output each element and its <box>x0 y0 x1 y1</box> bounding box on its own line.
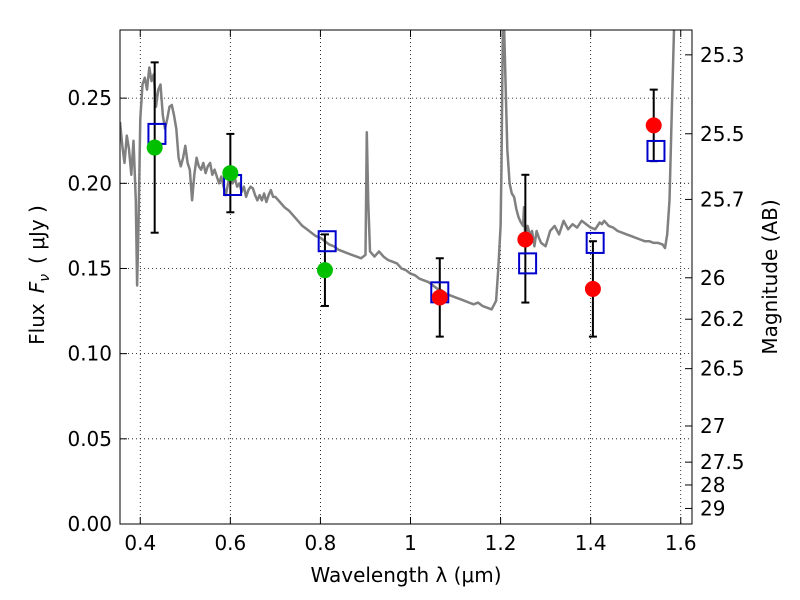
y-axis-label-prefix: Flux <box>25 303 49 345</box>
y-tick-label: 0.00 <box>67 512 112 536</box>
x-tick-label: 1 <box>404 531 417 555</box>
x-tick-label: 1.6 <box>665 531 697 555</box>
y-axis: 0.00 0.05 0.10 0.15 0.20 0.25 <box>67 86 127 536</box>
model-square <box>585 231 605 254</box>
data-point <box>146 139 163 156</box>
y-axis-label-unit: ( μJy ) <box>25 205 49 264</box>
y2-tick-label: 28 <box>700 473 725 497</box>
y2-tick-label: 25.3 <box>700 43 745 67</box>
x-axis: 0.4 0.6 0.8 1 1.2 1.4 1.6 <box>124 30 697 555</box>
spectrum-line <box>120 30 676 311</box>
y2-tick-label: 27 <box>700 414 725 438</box>
x-tick-label: 1.2 <box>485 531 517 555</box>
y-tick-label: 0.05 <box>67 427 112 451</box>
plot-frame <box>119 29 693 525</box>
model-square <box>646 139 666 162</box>
data-point <box>584 280 601 297</box>
data-point <box>316 262 333 279</box>
data-point <box>431 289 448 306</box>
y-tick-label: 0.10 <box>67 342 112 366</box>
x-axis-label: Wavelength λ (μm) <box>310 563 501 587</box>
model-square <box>317 230 337 253</box>
y2-tick-label: 25.7 <box>700 187 745 211</box>
y2-tick-label: 26.2 <box>700 307 745 331</box>
y2-axis-label: Magnitude (AB) <box>758 199 782 354</box>
y-axis-label-var: F <box>25 281 49 293</box>
grid <box>120 30 692 525</box>
y-axis-label-sub: ν <box>37 274 53 282</box>
model-square <box>518 252 538 275</box>
marker-layer <box>146 117 666 306</box>
x-tick-label: 0.4 <box>124 531 156 555</box>
y2-tick-label: 25.5 <box>700 122 745 146</box>
y-tick-label: 0.25 <box>67 86 112 110</box>
y-axis-label: Flux Fν ( μJy ) <box>25 205 53 345</box>
y-tick-label: 0.20 <box>67 171 112 195</box>
data-point <box>222 165 239 182</box>
x-tick-label: 0.8 <box>305 531 337 555</box>
errorbar-layer <box>150 61 658 338</box>
y2-tick-label: 26.5 <box>700 357 745 381</box>
x-tick-label: 0.6 <box>214 531 246 555</box>
data-point <box>645 117 662 134</box>
y2-tick-label: 27.5 <box>700 450 745 474</box>
spectrum-layer <box>120 30 676 311</box>
data-point <box>517 231 534 248</box>
y2-tick-label: 29 <box>700 496 725 520</box>
y-tick-label: 0.15 <box>67 256 112 280</box>
y2-tick-label: 26 <box>700 266 725 290</box>
x-tick-label: 1.4 <box>575 531 607 555</box>
